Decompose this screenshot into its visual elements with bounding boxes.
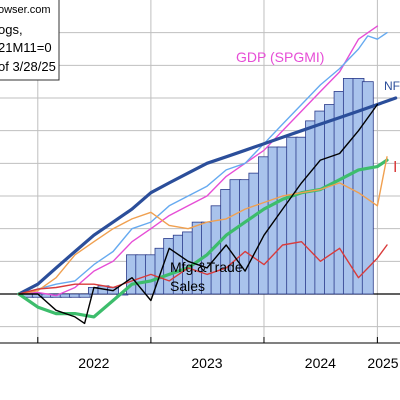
series-label-manufacturing-trade-sales: Mfg.&Trade Sales	[170, 259, 243, 294]
bar-series	[22, 78, 374, 298]
annotation-box: owser.com ogs, 21M11=0 of 3/28/25	[0, 0, 60, 81]
x-axis: 2022 2023 2024 2025	[0, 337, 400, 371]
series-line-industrial-production	[18, 240, 388, 295]
note-line-2: ogs,	[0, 22, 23, 37]
note-line-3: 21M11=0	[0, 40, 52, 55]
series-label-nfp: NFP	[384, 79, 400, 93]
line-series	[17, 25, 398, 325]
x-tick-label-2024: 2024	[305, 355, 336, 371]
x-tick-label-2022: 2022	[78, 355, 109, 371]
bar-6	[78, 293, 91, 298]
series-line-income	[18, 156, 388, 295]
series-label-industrial-production: I	[393, 159, 397, 176]
x-tick-label-2023: 2023	[191, 355, 222, 371]
note-line-4: of 3/28/25	[0, 59, 56, 74]
note-line-1: owser.com	[0, 4, 51, 16]
series-label-gdp: GDP (SPGMI)	[236, 49, 324, 65]
series-line-nfp	[17, 96, 398, 296]
bar-36	[361, 81, 374, 295]
series-line-manufacturing-trade-sales	[18, 103, 379, 325]
series-line-employment	[17, 158, 389, 319]
series-line-light-blue	[18, 32, 388, 295]
x-tick-label-2025: 2025	[367, 355, 398, 371]
